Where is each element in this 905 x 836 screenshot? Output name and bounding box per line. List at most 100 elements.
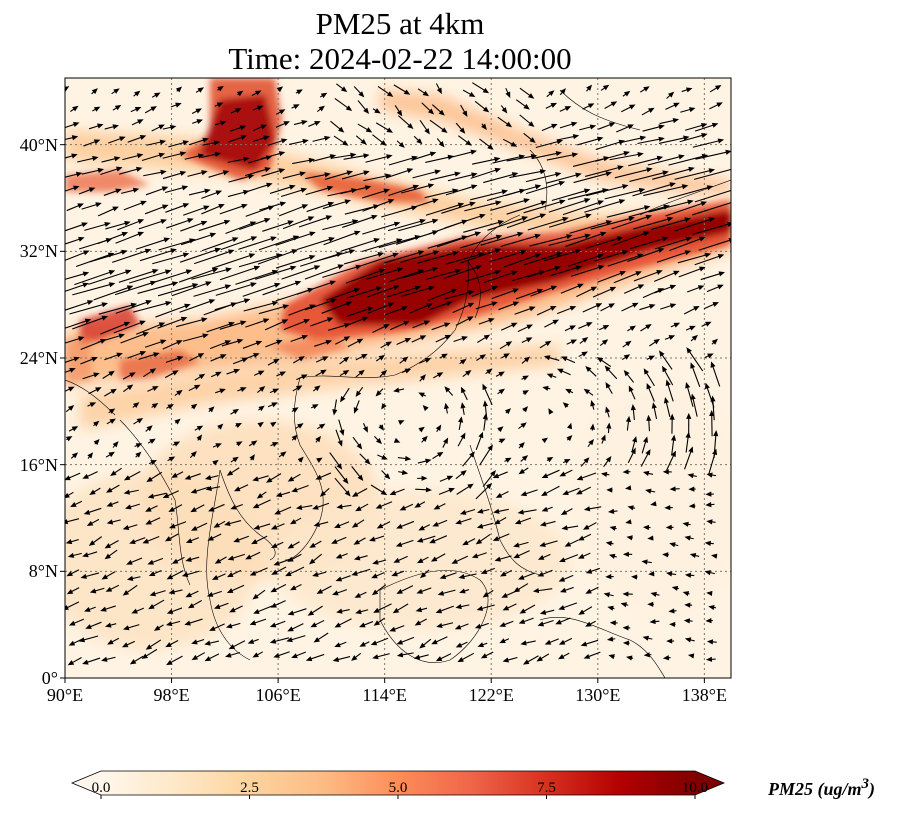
wind-arrow (523, 199, 566, 214)
wind-arrow (585, 236, 624, 249)
wind-arrow (190, 522, 208, 531)
wind-arrow (341, 238, 381, 252)
wind-arrow (708, 604, 717, 611)
wind-arrow (648, 199, 694, 213)
wind-arrow (548, 213, 592, 228)
wind-arrow (401, 266, 439, 279)
wind-arrow (694, 122, 719, 132)
wind-arrow (573, 171, 613, 184)
wind-arrow (296, 374, 308, 381)
wind-arrow (336, 83, 348, 93)
wind-arrow (242, 340, 263, 349)
wind-arrow (462, 538, 476, 546)
wind-arrow (212, 443, 222, 449)
wind-arrow (441, 201, 476, 214)
wind-arrow (659, 118, 680, 125)
wind-arrow (65, 122, 80, 129)
wind-arrow (447, 172, 478, 182)
wind-arrow (265, 473, 282, 483)
wind-arrow (369, 535, 385, 542)
wind-arrow (93, 439, 100, 446)
wind-arrow (439, 353, 448, 359)
wind-arrow (396, 585, 414, 594)
wind-arrow (518, 617, 534, 624)
wind-arrow (666, 638, 675, 644)
wind-arrow (436, 622, 454, 628)
wind-arrow (454, 623, 469, 630)
wind-arrow (665, 379, 674, 402)
wind-arrow (112, 248, 152, 263)
wind-arrow (136, 322, 166, 335)
wind-arrow (443, 265, 482, 280)
wind-arrow (315, 435, 322, 443)
wind-arrow (608, 654, 615, 660)
wind-arrow (372, 134, 387, 146)
wind-arrow (664, 335, 676, 341)
wind-arrow (642, 524, 651, 531)
wind-arrow (481, 123, 487, 130)
wind-arrow (416, 535, 436, 543)
wind-arrow (546, 456, 554, 463)
wind-arrow (285, 566, 305, 577)
wind-arrow (594, 250, 629, 262)
wind-arrow (244, 167, 271, 177)
wind-arrow (640, 324, 652, 332)
wind-arrow (503, 253, 542, 268)
wind-arrow (329, 452, 343, 470)
wind-arrow (709, 410, 715, 437)
wind-arrow (217, 423, 224, 430)
wind-arrow (385, 168, 414, 179)
wind-arrow (209, 340, 232, 350)
wind-arrow (425, 202, 465, 216)
wind-arrow (312, 571, 327, 577)
wind-arrow (652, 166, 695, 180)
wind-arrow (522, 406, 529, 413)
wind-arrow (445, 184, 478, 196)
wind-arrow (188, 188, 211, 196)
wind-arrow (660, 303, 677, 310)
wind-arrow (417, 475, 428, 481)
wind-arrow (704, 353, 714, 359)
wind-arrow (132, 402, 140, 408)
wind-arrow (502, 138, 518, 147)
wind-arrow (546, 152, 579, 161)
wind-arrow (106, 501, 119, 507)
wind-arrow (104, 388, 117, 397)
wind-arrow (419, 638, 432, 649)
wind-arrow (138, 219, 167, 230)
wind-arrow (543, 248, 582, 262)
wind-arrow (106, 418, 116, 425)
wind-arrow (605, 382, 613, 394)
wind-arrow (205, 485, 221, 491)
wind-arrow (334, 618, 352, 628)
wind-arrow (585, 365, 597, 377)
wind-arrow (353, 86, 365, 98)
wind-arrow (202, 140, 221, 146)
wind-arrow (83, 139, 101, 147)
wind-arrow (275, 231, 316, 246)
wind-arrow (141, 648, 158, 659)
wind-arrow (418, 426, 425, 433)
wind-arrow (67, 552, 82, 558)
pm25-region (200, 95, 275, 170)
wind-arrow (87, 452, 94, 459)
wind-arrow (230, 456, 239, 463)
wind-arrow (66, 587, 80, 595)
wind-arrow (377, 454, 388, 460)
wind-arrow (355, 503, 369, 512)
wind-arrow (191, 638, 205, 645)
wind-arrow (86, 518, 100, 527)
wind-arrow (520, 489, 538, 497)
wind-arrow (514, 517, 532, 525)
wind-arrow (425, 268, 462, 281)
wind-arrow (330, 120, 345, 133)
wind-arrow (107, 637, 120, 645)
wind-arrow (351, 466, 364, 481)
wind-arrow (705, 618, 713, 624)
wind-arrow (626, 535, 633, 541)
wind-arrow (227, 156, 250, 163)
wind-arrow (519, 604, 536, 614)
wind-arrow (245, 352, 260, 360)
wind-arrow (692, 138, 725, 148)
wind-arrow (291, 651, 307, 659)
